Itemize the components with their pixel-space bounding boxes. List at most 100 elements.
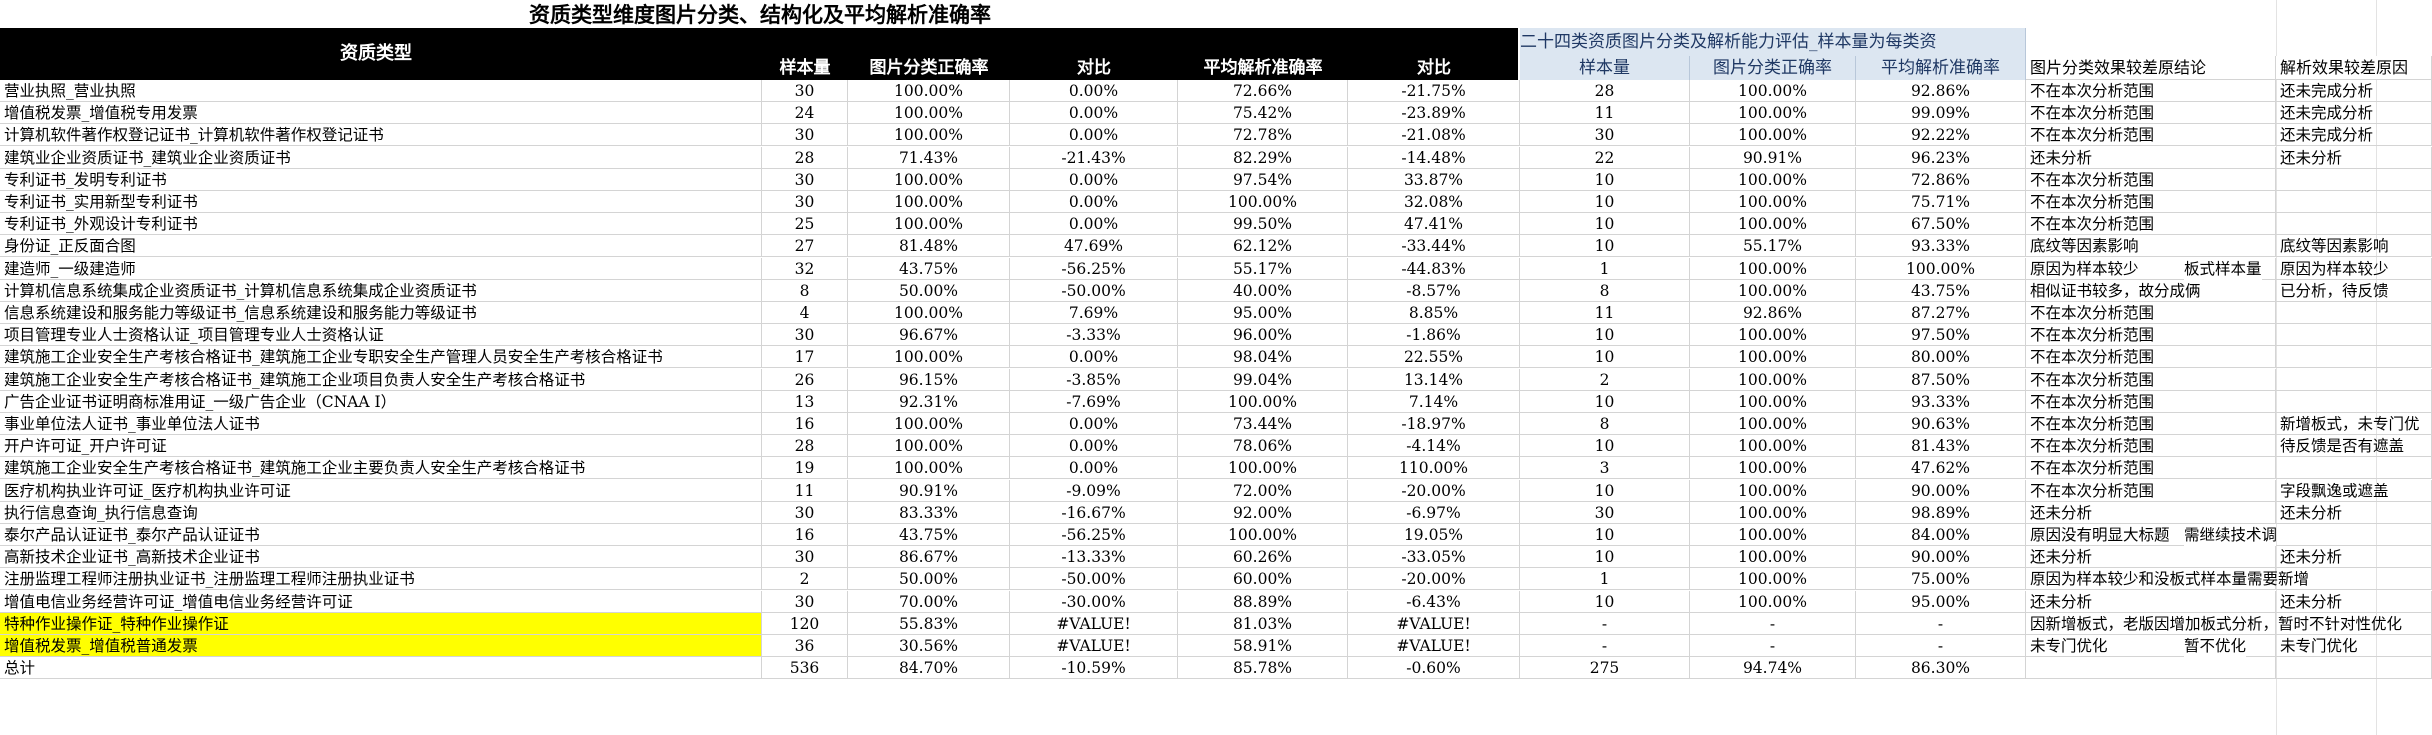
- cell-type[interactable]: 增值电信业务经营许可证_增值电信业务经营许可证: [0, 590, 762, 613]
- cell-conclusion2[interactable]: [2276, 457, 2432, 480]
- cell-conclusion1[interactable]: 不在本次分析范围: [2026, 213, 2276, 236]
- cell-s2-parse[interactable]: 86.30%: [1856, 657, 2026, 680]
- cell-cmp2[interactable]: -21.75%: [1348, 80, 1520, 102]
- cell-cmp2[interactable]: -44.83%: [1348, 257, 1520, 280]
- cell-cls-acc[interactable]: 92.31%: [848, 390, 1010, 413]
- cell-cmp2[interactable]: -20.00%: [1348, 568, 1520, 591]
- cell-type[interactable]: 身份证_正反面合图: [0, 235, 762, 258]
- cell-cmp2[interactable]: 33.87%: [1348, 168, 1520, 191]
- cell-s2-cls[interactable]: 100.00%: [1690, 390, 1856, 413]
- cell-s2-parse[interactable]: 97.50%: [1856, 324, 2026, 347]
- cell-sample[interactable]: 16: [762, 413, 848, 435]
- cell-parse-acc[interactable]: 60.26%: [1178, 546, 1348, 569]
- cell-s2-parse[interactable]: -: [1856, 635, 2026, 657]
- cell-cmp2[interactable]: -6.43%: [1348, 590, 1520, 613]
- cell-sample[interactable]: 30: [762, 590, 848, 613]
- cell-s2-sample[interactable]: 1: [1520, 257, 1690, 280]
- cell-s2-sample[interactable]: 3: [1520, 457, 1690, 480]
- cell-sample[interactable]: 16: [762, 524, 848, 546]
- cell-cls-acc[interactable]: 100.00%: [848, 457, 1010, 480]
- cell-s2-cls[interactable]: 100.00%: [1690, 191, 1856, 213]
- cell-conclusion1[interactable]: 不在本次分析范围: [2026, 102, 2276, 125]
- cell-sample[interactable]: 30: [762, 124, 848, 147]
- cell-parse-acc[interactable]: 95.00%: [1178, 302, 1348, 324]
- cell-cmp1[interactable]: -13.33%: [1010, 546, 1178, 569]
- cell-type[interactable]: 增值税发票_增值税普通发票: [0, 635, 762, 657]
- cell-parse-acc[interactable]: 60.00%: [1178, 568, 1348, 591]
- cell-s2-cls[interactable]: 100.00%: [1690, 168, 1856, 191]
- cell-cls-acc[interactable]: 100.00%: [848, 102, 1010, 125]
- cell-s2-parse[interactable]: 90.00%: [1856, 546, 2026, 569]
- cell-conclusion1[interactable]: 相似证书较多，故分成俩: [2026, 279, 2276, 302]
- cell-cmp2[interactable]: -23.89%: [1348, 102, 1520, 125]
- cell-s2-parse[interactable]: 90.63%: [1856, 413, 2026, 435]
- cell-cls-acc[interactable]: 96.15%: [848, 368, 1010, 391]
- cell-cls-acc[interactable]: 100.00%: [848, 346, 1010, 369]
- cell-cls-acc[interactable]: 100.00%: [848, 191, 1010, 213]
- cell-cmp1[interactable]: 0.00%: [1010, 457, 1178, 480]
- cell-cmp1[interactable]: #VALUE!: [1010, 612, 1178, 635]
- cell-type[interactable]: 专利证书_实用新型专利证书: [0, 191, 762, 213]
- cell-s2-parse[interactable]: 92.22%: [1856, 124, 2026, 147]
- cell-s2-parse[interactable]: 43.75%: [1856, 279, 2026, 302]
- cell-conclusion2[interactable]: [2276, 524, 2432, 546]
- cell-cmp2[interactable]: -18.97%: [1348, 413, 1520, 435]
- cell-cmp1[interactable]: -50.00%: [1010, 568, 1178, 591]
- cell-cmp1[interactable]: -30.00%: [1010, 590, 1178, 613]
- cell-s2-sample[interactable]: 10: [1520, 546, 1690, 569]
- cell-s2-cls[interactable]: 100.00%: [1690, 324, 1856, 347]
- cell-parse-acc[interactable]: 100.00%: [1178, 457, 1348, 480]
- cell-sample[interactable]: 30: [762, 501, 848, 524]
- cell-cmp2[interactable]: -20.00%: [1348, 479, 1520, 502]
- cell-s2-sample[interactable]: -: [1520, 635, 1690, 657]
- cell-sample[interactable]: 2: [762, 568, 848, 591]
- cell-sample[interactable]: 13: [762, 390, 848, 413]
- cell-s2-parse[interactable]: 80.00%: [1856, 346, 2026, 369]
- cell-cmp1[interactable]: -7.69%: [1010, 390, 1178, 413]
- cell-s2-sample[interactable]: 10: [1520, 435, 1690, 458]
- cell-s2-sample[interactable]: 10: [1520, 324, 1690, 347]
- cell-s2-sample[interactable]: 10: [1520, 390, 1690, 413]
- cell-type[interactable]: 项目管理专业人士资格认证_项目管理专业人士资格认证: [0, 324, 762, 347]
- cell-parse-acc[interactable]: 99.04%: [1178, 368, 1348, 391]
- cell-s2-sample[interactable]: 8: [1520, 279, 1690, 302]
- cell-conclusion2[interactable]: 还未完成分析: [2276, 102, 2432, 125]
- cell-sample[interactable]: 25: [762, 213, 848, 236]
- cell-sample[interactable]: 30: [762, 546, 848, 569]
- cell-conclusion1[interactable]: 不在本次分析范围: [2026, 368, 2276, 391]
- cell-conclusion1[interactable]: 不在本次分析范围: [2026, 302, 2276, 324]
- cell-conclusion1[interactable]: 不在本次分析范围: [2026, 457, 2276, 480]
- cell-conclusion1[interactable]: 不在本次分析范围: [2026, 346, 2276, 369]
- cell-type[interactable]: 增值税发票_增值税专用发票: [0, 102, 762, 125]
- cell-cmp1[interactable]: -10.59%: [1010, 657, 1178, 680]
- cell-conclusion2[interactable]: [2276, 213, 2432, 236]
- cell-cls-acc[interactable]: 71.43%: [848, 146, 1010, 169]
- cell-type[interactable]: 开户许可证_开户许可证: [0, 435, 762, 458]
- cell-cmp2[interactable]: 47.41%: [1348, 213, 1520, 236]
- cell-conclusion1[interactable]: 还未分析: [2026, 501, 2276, 524]
- cell-s2-sample[interactable]: 22: [1520, 146, 1690, 169]
- cell-cls-acc[interactable]: 43.75%: [848, 257, 1010, 280]
- cell-conclusion1[interactable]: 不在本次分析范围: [2026, 124, 2276, 147]
- cell-conclusion1[interactable]: 原因为样本较少和没板式样本量需要新增: [2026, 568, 2309, 591]
- cell-sample[interactable]: 30: [762, 168, 848, 191]
- cell-conclusion2[interactable]: 还未分析: [2276, 590, 2432, 613]
- cell-cls-acc[interactable]: 100.00%: [848, 124, 1010, 147]
- cell-parse-acc[interactable]: 97.54%: [1178, 168, 1348, 191]
- cell-cmp1[interactable]: 47.69%: [1010, 235, 1178, 258]
- cell-parse-acc[interactable]: 58.91%: [1178, 635, 1348, 657]
- cell-conclusion1[interactable]: [2026, 657, 2276, 680]
- cell-s2-cls[interactable]: 100.00%: [1690, 102, 1856, 125]
- cell-sample[interactable]: 8: [762, 279, 848, 302]
- cell-sample[interactable]: 27: [762, 235, 848, 258]
- cell-s2-cls[interactable]: 55.17%: [1690, 235, 1856, 258]
- cell-type[interactable]: 建筑施工企业安全生产考核合格证书_建筑施工企业专职安全生产管理人员安全生产考核合…: [0, 346, 762, 369]
- cell-conclusion2[interactable]: [2276, 390, 2432, 413]
- cell-s2-cls[interactable]: -: [1690, 635, 1856, 657]
- cell-cmp2[interactable]: -21.08%: [1348, 124, 1520, 147]
- cell-s2-cls[interactable]: 100.00%: [1690, 546, 1856, 569]
- cell-conclusion2[interactable]: 还未分析: [2276, 146, 2432, 169]
- cell-cls-acc[interactable]: 70.00%: [848, 590, 1010, 613]
- cell-cls-acc[interactable]: 55.83%: [848, 612, 1010, 635]
- cell-parse-acc[interactable]: 99.50%: [1178, 213, 1348, 236]
